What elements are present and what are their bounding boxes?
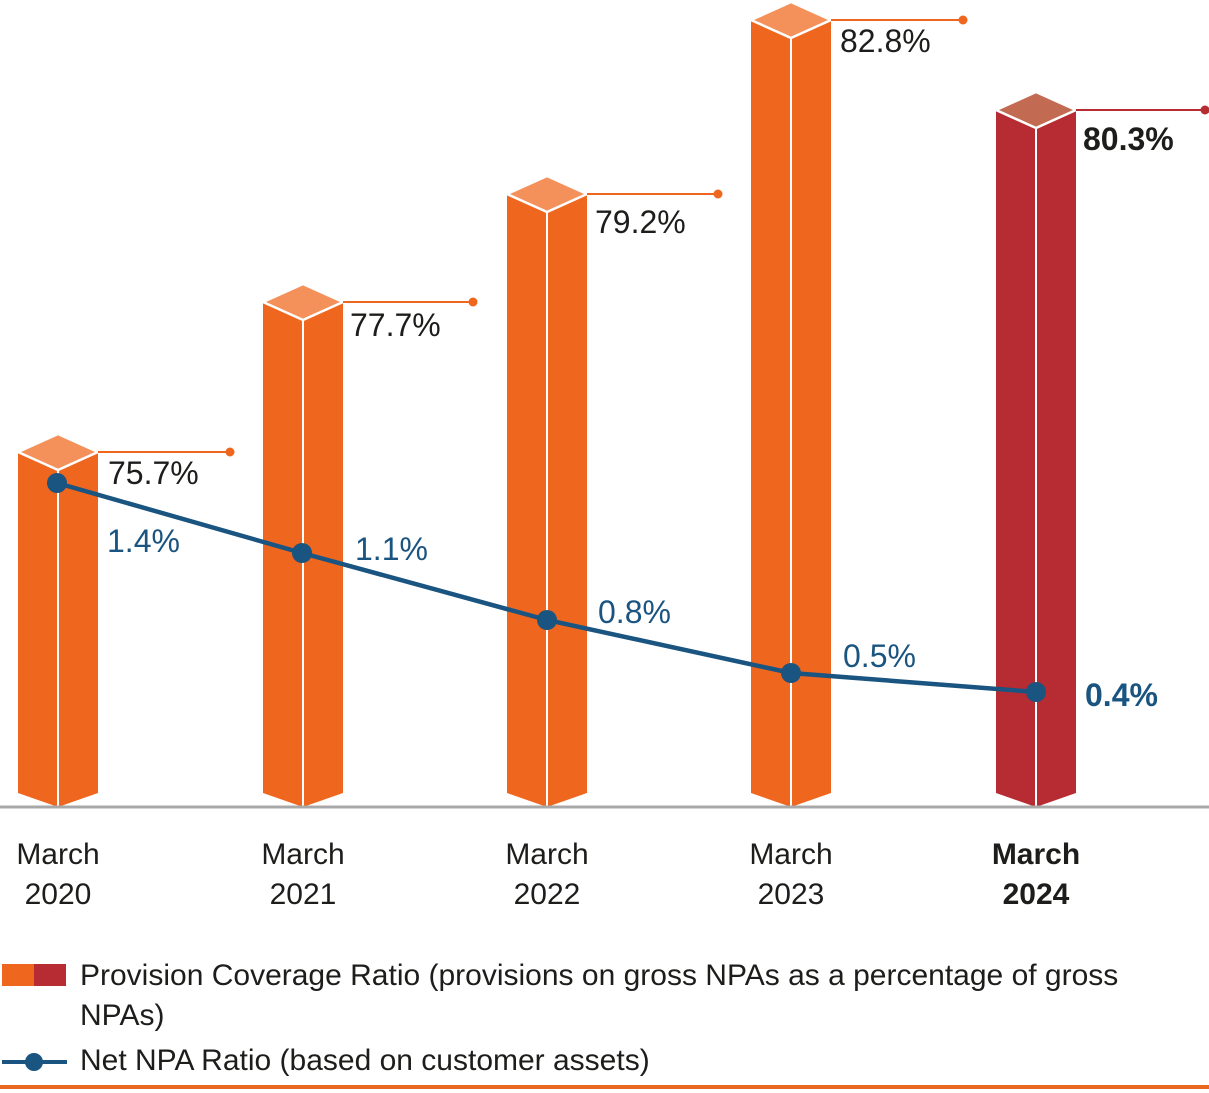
bar-right-face xyxy=(1036,110,1076,807)
bottom-divider xyxy=(0,1085,1209,1089)
x-axis-label-year: 2021 xyxy=(270,878,337,911)
npa-line-dot-icon xyxy=(25,1053,43,1071)
legend-label-npa: Net NPA Ratio (based on customer assets) xyxy=(80,1044,650,1077)
bar-value-label: 79.2% xyxy=(595,204,686,240)
bar-value-label: 82.8% xyxy=(840,23,931,59)
npa-value-label: 1.4% xyxy=(107,523,180,559)
x-axis-label-month: March xyxy=(261,838,344,871)
x-axis-label-year: 2024 xyxy=(1003,878,1070,911)
bar-callout-dot xyxy=(1200,105,1209,115)
orange-bar-swatch-icon xyxy=(2,964,34,986)
bar-value-label: 77.7% xyxy=(350,307,441,343)
x-axis-label-month: March xyxy=(992,838,1080,871)
npa-value-label: 0.5% xyxy=(843,638,916,674)
bar-callout-dot xyxy=(468,297,478,307)
legend-label-pcr: Provision Coverage Ratio (provisions on … xyxy=(80,959,1119,1032)
x-axis-label-year: 2020 xyxy=(25,878,92,911)
npa-value-label: 0.8% xyxy=(598,594,671,630)
npa-value-label: 1.1% xyxy=(355,531,428,567)
bar-right-face xyxy=(791,20,831,807)
npa-point-dot xyxy=(781,663,801,683)
bar-value-label: 80.3% xyxy=(1083,121,1174,157)
pcr-npa-chart-canvas: 75.7% 77.7% 79.2% 82.8% 80.3% 1.4% 1.1% 0.8% 0.5… xyxy=(0,0,1209,911)
bar-left-face xyxy=(507,194,547,807)
bar-right-face xyxy=(58,452,98,807)
bar-callout-dot xyxy=(225,447,235,457)
bar-right-face xyxy=(547,194,587,807)
npa-value-label: 0.4% xyxy=(1085,677,1158,713)
npa-point-dot xyxy=(537,610,557,630)
pcr-swatches xyxy=(0,956,80,986)
bar-callout-dot xyxy=(958,15,968,25)
bar-value-label: 75.7% xyxy=(108,455,199,491)
npa-point-dot xyxy=(292,543,312,563)
legend: Provision Coverage Ratio (provisions on … xyxy=(0,935,1209,1081)
npa-point-dot xyxy=(1026,682,1046,702)
bar-left-face xyxy=(751,20,791,807)
bar-callout-dot xyxy=(713,189,723,199)
x-axis-label-year: 2022 xyxy=(514,878,581,911)
x-axis-label-year: 2023 xyxy=(758,878,825,911)
bar-left-face xyxy=(18,452,58,807)
x-axis-label-month: March xyxy=(16,838,99,871)
bar-right-face xyxy=(303,302,343,807)
legend-item-npa: Net NPA Ratio (based on customer assets) xyxy=(0,1041,1209,1081)
npa-point-dot xyxy=(47,473,67,493)
x-axis-label-month: March xyxy=(505,838,588,871)
bar-left-face xyxy=(996,110,1036,807)
red-bar-swatch-icon xyxy=(34,964,66,986)
npa-line-swatch-icon xyxy=(0,1041,80,1081)
x-axis-baseline xyxy=(0,805,1209,809)
x-axis-label-month: March xyxy=(749,838,832,871)
legend-item-pcr: Provision Coverage Ratio (provisions on … xyxy=(0,956,1209,1036)
bar-left-face xyxy=(263,302,303,807)
